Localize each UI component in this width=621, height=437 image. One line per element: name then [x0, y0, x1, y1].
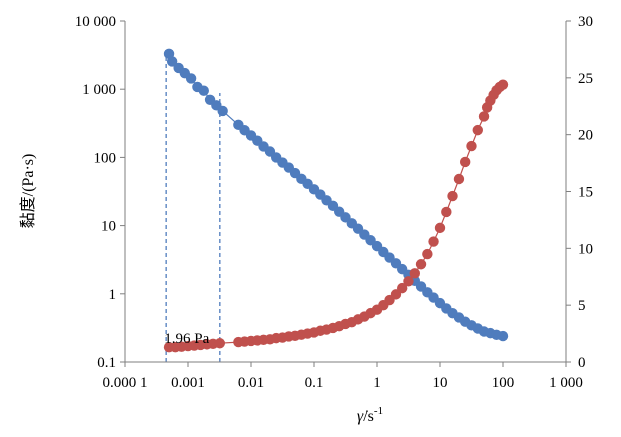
y-tick-label: 0.1 [97, 355, 116, 371]
y-tick-label: 1 [109, 287, 117, 303]
y-tick-label: 100 [94, 150, 117, 166]
stress-annotation: 1.96 Pa [164, 331, 209, 347]
data-point [214, 338, 226, 349]
y-axis-title: 黏度/(Pa·s) [19, 154, 37, 229]
data-point [447, 190, 458, 202]
axes [120, 20, 571, 367]
data-point [198, 85, 209, 96]
y2-tick-label: 30 [578, 14, 593, 30]
y2-tick-label: 10 [578, 241, 593, 257]
x-tick-label: 0.1 [305, 375, 324, 391]
x-tick-label: 0.001 [171, 375, 205, 391]
y2-tick-label: 15 [578, 185, 593, 201]
y2-tick-label: 25 [578, 71, 593, 87]
data-point [409, 268, 420, 279]
data-point [217, 105, 228, 117]
data-point [459, 156, 471, 168]
data-point [396, 282, 408, 294]
reference-lines [165, 53, 221, 362]
data-point [497, 330, 509, 342]
y2-tick-label: 20 [578, 128, 593, 144]
y2-tick-label: 5 [578, 298, 586, 314]
data-point [466, 140, 477, 152]
data-point [422, 248, 433, 260]
data-point [185, 73, 197, 84]
data-point [472, 124, 483, 136]
x-tick-label: 1 000 [549, 375, 583, 391]
y-tick-label: 10 [101, 219, 116, 235]
x-tick-label: 0.000 1 [103, 375, 148, 391]
x-axis-title-unit: /s [363, 408, 374, 425]
y-tick-label: 10 000 [75, 14, 116, 30]
data-point [415, 259, 427, 270]
series-2 [163, 79, 509, 353]
y-tick-label: 1 000 [82, 82, 116, 98]
data-point [403, 276, 414, 287]
x-tick-label: 0.01 [238, 375, 264, 391]
series-1 [163, 48, 509, 342]
data-point [441, 206, 452, 218]
y2-tick-label: 0 [578, 355, 586, 371]
x-tick-label: 100 [492, 375, 515, 391]
series-line [169, 84, 504, 348]
x-tick-label: 10 [433, 375, 448, 391]
x-axis-title-exponent: -1 [374, 405, 383, 417]
data-point [428, 236, 439, 247]
data-series [163, 48, 509, 353]
x-axis-title: γ̇/s-1 [357, 405, 383, 425]
x-axis-title-symbol: γ̇ [357, 408, 368, 425]
data-point [497, 79, 509, 90]
x-tick-label: 1 [373, 375, 381, 391]
data-point [453, 173, 465, 185]
data-point [166, 56, 178, 67]
data-point [478, 111, 490, 122]
data-point [434, 222, 446, 234]
tick-labels: 0.000 1 0.001 0.01 0.1 1 10 100 1 0000.11101001… [75, 14, 593, 391]
